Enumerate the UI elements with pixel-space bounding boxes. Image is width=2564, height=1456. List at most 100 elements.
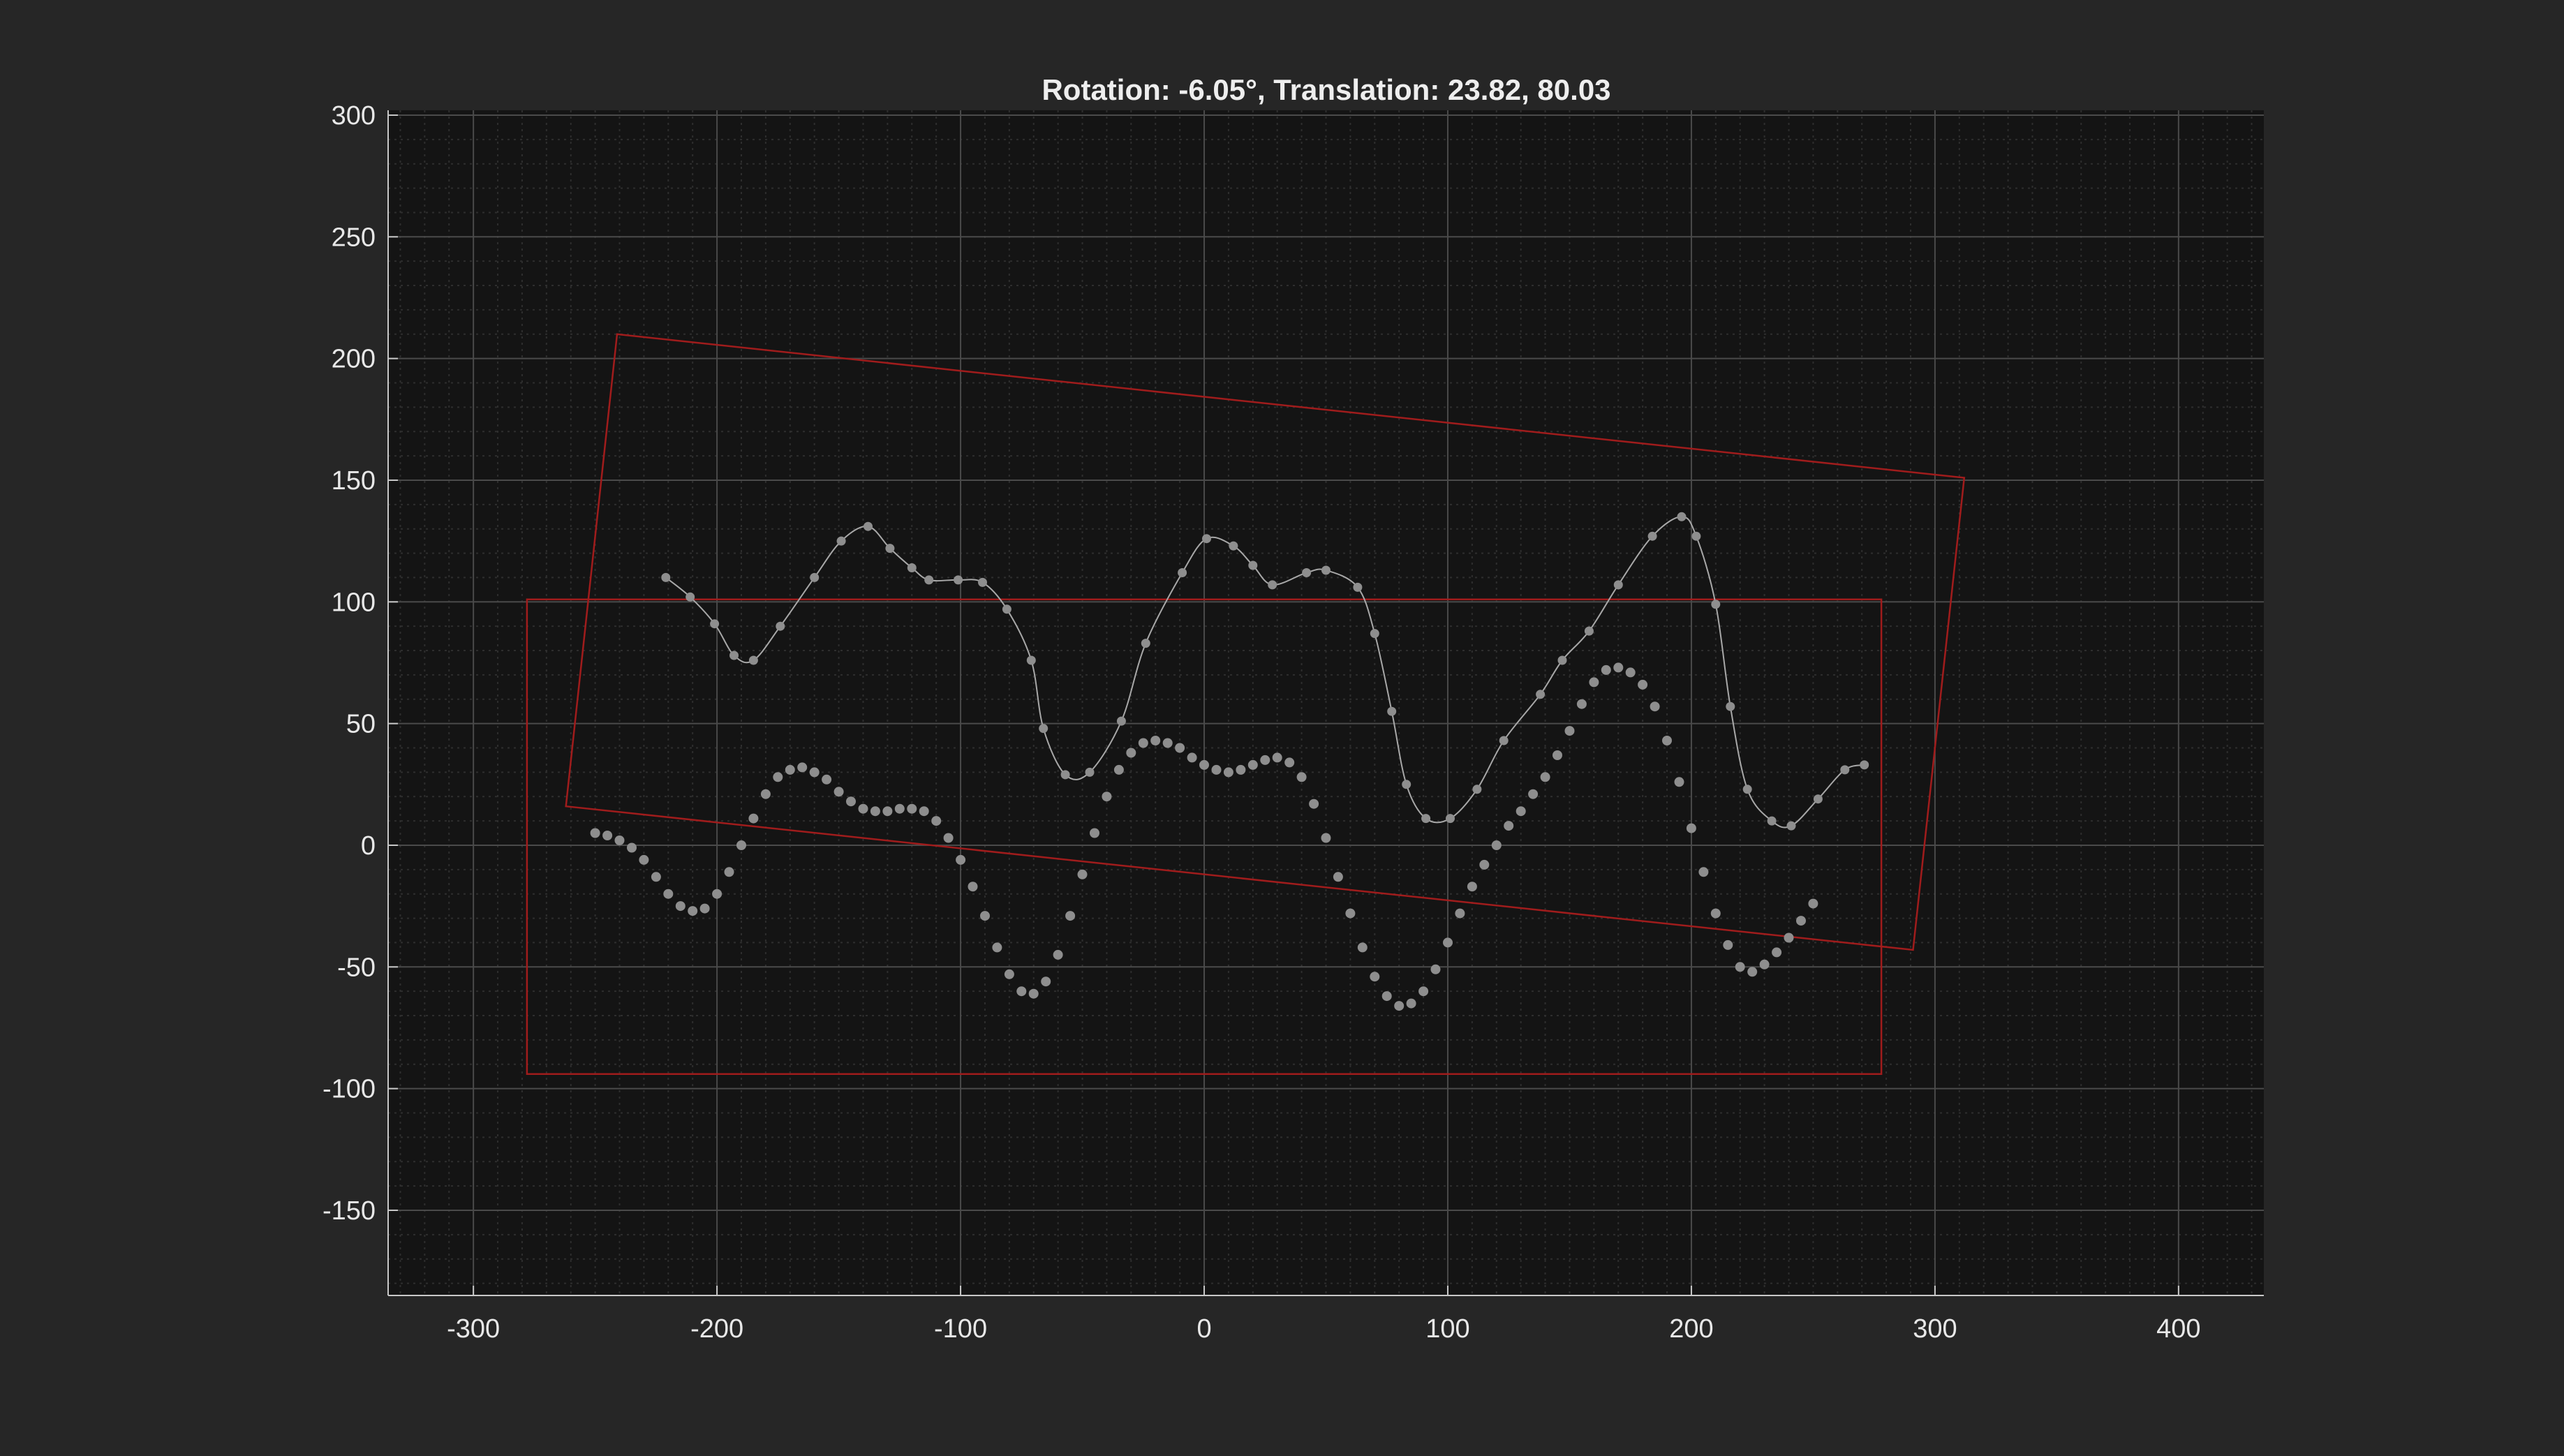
series-2-point [1016, 986, 1027, 997]
x-tick-label: 100 [1425, 1314, 1469, 1344]
series-2-point [1808, 898, 1818, 909]
series-2-point [1723, 939, 1733, 950]
series-2-point [1589, 677, 1599, 688]
series-1-point [1726, 701, 1735, 711]
series-1-point [710, 619, 720, 629]
series-2-point [1784, 933, 1794, 943]
series-1-point [1536, 690, 1546, 699]
series-2-point [1516, 806, 1526, 817]
y-tick-label: 200 [332, 345, 376, 374]
series-2-point [1759, 959, 1770, 970]
series-2-point [1735, 962, 1745, 972]
series-2-point [797, 762, 808, 773]
series-2-point [1638, 679, 1648, 690]
series-1-point [1499, 736, 1509, 745]
series-2-point [1479, 859, 1490, 870]
series-2-point [968, 882, 978, 892]
y-tick-label: -150 [323, 1196, 376, 1226]
series-2-point [1309, 798, 1319, 809]
series-2-point [992, 942, 1002, 953]
data-markers [590, 512, 1869, 1011]
y-tick-label: 300 [332, 101, 376, 131]
series-1-point [1039, 724, 1048, 734]
series-2-point [1796, 916, 1806, 926]
series-1-point [1026, 655, 1036, 665]
series-2-point [760, 789, 771, 799]
frame-rectangles [526, 333, 1966, 1075]
series-1-point [1002, 604, 1011, 614]
series-2-point [1199, 759, 1209, 770]
series-2-point [1381, 991, 1392, 1002]
series-2-point [1247, 759, 1258, 770]
series-1-point [1353, 582, 1363, 592]
series-2-point [1504, 821, 1514, 831]
series-2-point [651, 872, 661, 882]
series-1-point [836, 536, 846, 546]
series-2-point [1211, 764, 1222, 775]
series-2-point [1710, 908, 1721, 919]
series-2-point [1553, 750, 1562, 760]
series-2-point [822, 774, 832, 785]
series-1-point [1302, 568, 1312, 577]
series-2-point [980, 911, 990, 921]
series-2-point [785, 764, 795, 775]
series-2-point [1370, 972, 1380, 982]
axis-lines [387, 110, 2264, 1296]
series-1-point [978, 577, 987, 587]
series-2-point [1004, 969, 1014, 979]
series-1-point [1647, 531, 1657, 541]
series-2-point [675, 901, 686, 912]
series-2-point [1625, 667, 1636, 678]
series-1-point [1178, 568, 1187, 577]
y-tick-label: -50 [337, 953, 376, 982]
series-1-point [729, 651, 739, 660]
series-2-point [1662, 736, 1672, 745]
series-2-point [1406, 998, 1416, 1009]
series-1-point [776, 621, 785, 631]
series-2-point [688, 906, 698, 916]
series-1-point [1767, 816, 1777, 826]
chart-title: Rotation: -6.05°, Translation: 23.82, 80… [1042, 73, 1610, 106]
series-2-point [639, 854, 649, 865]
series-2-point [907, 803, 917, 814]
series-2-point [894, 803, 905, 814]
series-2-point [627, 842, 637, 853]
series-2-point [956, 854, 966, 865]
series-2-point [1187, 752, 1197, 763]
series-2-point [1394, 1001, 1405, 1011]
series-1-point [686, 592, 695, 602]
series-1-point [907, 563, 917, 572]
series-2-point [1613, 662, 1624, 673]
series-1-point [1742, 785, 1752, 794]
x-tick-label: -300 [447, 1314, 500, 1344]
series-2-point [1528, 789, 1539, 799]
series-2-point [1272, 752, 1282, 763]
series-2-point [1345, 908, 1356, 919]
series-2-point [1698, 867, 1709, 877]
y-tick-label: 150 [332, 466, 376, 496]
series-1-point [1370, 629, 1379, 639]
series-1-point [1229, 541, 1238, 551]
series-2-point [1150, 736, 1161, 745]
series-2-point [1296, 772, 1307, 782]
series-1-point [924, 575, 934, 585]
series-2-point [870, 806, 880, 817]
x-tick-label: 0 [1196, 1314, 1211, 1344]
series-2-point [1090, 828, 1099, 838]
y-tick-label: 50 [346, 710, 376, 739]
series-1-point [810, 572, 820, 582]
series-2-point [1564, 726, 1575, 736]
series-2-point [1357, 942, 1368, 953]
major-grid [388, 110, 2264, 1295]
series-2-point [882, 806, 893, 817]
series-1-point [954, 575, 963, 585]
series-2-point [858, 803, 868, 814]
series-1-point [1202, 534, 1211, 544]
y-tick-label: 250 [332, 223, 376, 252]
series-2-point [1650, 701, 1660, 712]
series-2-point [614, 835, 625, 845]
series-1-point [1840, 765, 1850, 775]
series-2-point [1236, 764, 1246, 775]
fixed-frame-rectangle [526, 598, 1883, 1075]
